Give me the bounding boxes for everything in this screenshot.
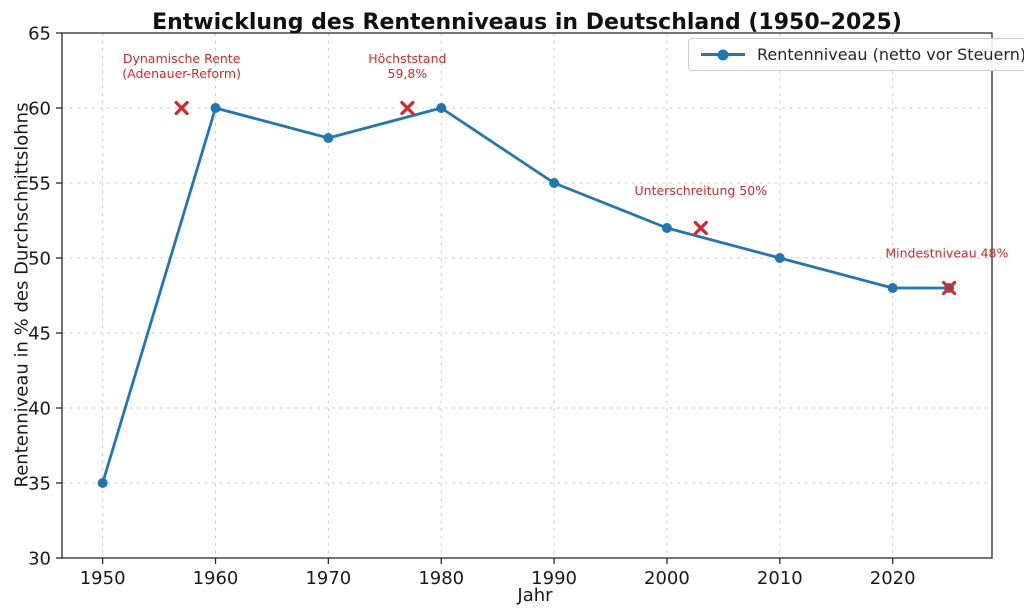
data-point	[887, 283, 898, 293]
x-tick-label: 2010	[757, 568, 803, 589]
legend-line-marker-icon	[701, 49, 745, 60]
y-tick-label: 50	[28, 249, 51, 270]
data-point	[661, 223, 672, 233]
legend: Rentenniveau (netto vor Steuern)	[688, 38, 1024, 71]
annotation-x-marker-icon	[400, 100, 415, 116]
annotation-text: Mindestniveau 48%	[885, 245, 1008, 260]
plot-border	[61, 32, 993, 559]
data-point	[774, 253, 785, 263]
y-tick-label: 30	[28, 549, 51, 570]
y-tick-label: 55	[28, 174, 51, 195]
data-point	[97, 478, 108, 488]
data-point	[210, 103, 221, 113]
x-tick-label: 2000	[644, 568, 690, 589]
annotation-x-marker-icon	[942, 280, 957, 296]
x-tick-label: 1980	[418, 568, 464, 589]
annotation-text: Unterschreitung 50%	[635, 183, 768, 198]
x-axis-label: Jahr	[517, 585, 553, 606]
x-tick-label: 1970	[305, 568, 351, 589]
y-tick-label: 45	[28, 324, 51, 345]
x-tick-label: 1950	[80, 568, 126, 589]
y-tick-label: 35	[28, 474, 51, 495]
legend-dot-icon	[717, 49, 729, 60]
y-tick-label: 40	[28, 399, 51, 420]
y-axis: 30 35 40 45 50 55 60 65	[28, 24, 62, 570]
x-tick-label: 2020	[870, 568, 916, 589]
annotation-text: Dynamische Rente (Adenauer-Reform)	[122, 51, 241, 81]
chart-title: Entwicklung des Rentenniveaus in Deutsch…	[152, 10, 902, 35]
annotation-x-marker-icon	[693, 220, 708, 236]
data-point	[323, 133, 334, 143]
data-point	[436, 103, 447, 113]
data-point	[549, 178, 560, 188]
legend-label: Rentenniveau (netto vor Steuern)	[757, 45, 1024, 64]
data-line	[101, 106, 951, 485]
y-tick-label: 65	[28, 24, 51, 45]
y-axis-label: Rentenniveau in % des Durchschnittslohns	[11, 102, 33, 488]
x-tick-label: 1990	[531, 568, 577, 589]
x-tick-label: 1960	[193, 568, 239, 589]
annotation-x-marker-icon	[174, 100, 189, 116]
y-tick-label: 60	[28, 99, 51, 120]
x-axis: 1950 1960 1970 1980 1990 2000 2010 2020	[80, 558, 916, 589]
grid	[62, 32, 992, 559]
annotation-text: Höchststand 59,8%	[368, 51, 446, 81]
